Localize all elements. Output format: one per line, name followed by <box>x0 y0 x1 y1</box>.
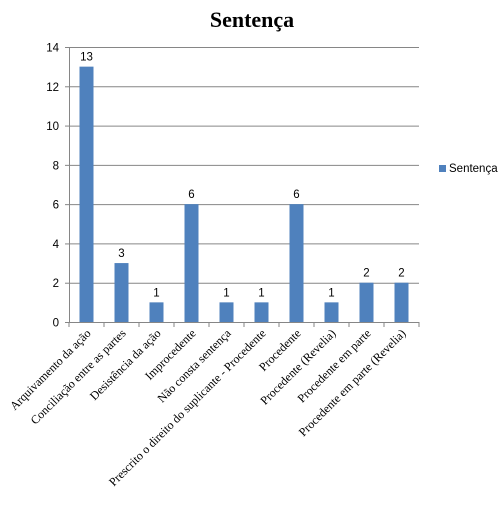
data-label: 13 <box>80 52 93 64</box>
bar <box>184 204 199 322</box>
y-tick-label: 12 <box>46 82 59 94</box>
data-label: 6 <box>293 189 299 201</box>
y-tick-label: 4 <box>53 239 60 251</box>
legend-label: Sentença <box>449 163 498 175</box>
y-tick-label: 0 <box>53 318 59 330</box>
y-axis: 0 2 4 6 8 10 12 14 <box>46 43 70 330</box>
chart-title: Sentença <box>210 7 294 32</box>
bar <box>219 302 234 322</box>
data-label: 1 <box>258 287 264 299</box>
y-tick-label: 6 <box>53 200 59 212</box>
data-label: 2 <box>363 268 369 280</box>
bar <box>324 302 339 322</box>
bar <box>79 66 94 323</box>
bar <box>149 302 164 322</box>
data-label: 1 <box>223 287 229 299</box>
y-tick-label: 14 <box>46 43 59 55</box>
y-tick-label: 2 <box>53 278 59 290</box>
y-tick-label: 10 <box>46 121 59 133</box>
bar <box>289 204 304 322</box>
bar <box>394 282 409 322</box>
bar <box>254 302 269 322</box>
legend: Sentença <box>439 163 498 175</box>
data-label: 1 <box>328 287 334 299</box>
legend-swatch <box>439 165 446 172</box>
data-label: 6 <box>188 189 194 201</box>
data-label: 1 <box>153 287 159 299</box>
bar <box>359 282 374 322</box>
y-tick-label: 8 <box>53 160 59 172</box>
data-label: 3 <box>118 248 124 260</box>
bar <box>114 263 129 322</box>
data-label: 2 <box>398 268 404 280</box>
